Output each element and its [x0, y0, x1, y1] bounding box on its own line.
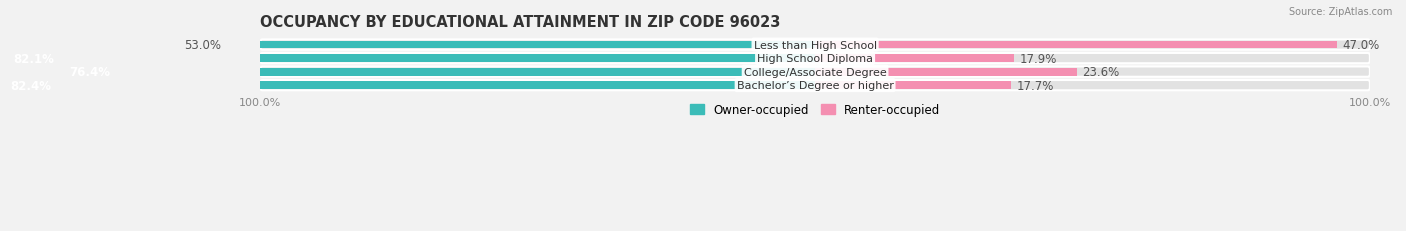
Text: 53.0%: 53.0% [184, 39, 222, 52]
Bar [226, 41, 815, 49]
Text: High School Diploma: High School Diploma [756, 54, 873, 64]
Bar [815, 55, 1014, 63]
Text: 76.4%: 76.4% [69, 66, 110, 79]
Bar [0, 82, 815, 90]
Text: 17.9%: 17.9% [1019, 52, 1057, 65]
FancyBboxPatch shape [260, 81, 1369, 91]
Text: Bachelor’s Degree or higher: Bachelor’s Degree or higher [737, 81, 894, 91]
Text: College/Associate Degree: College/Associate Degree [744, 67, 886, 77]
Text: Less than High School: Less than High School [754, 40, 877, 50]
Text: 23.6%: 23.6% [1083, 66, 1119, 79]
FancyBboxPatch shape [260, 40, 1369, 51]
Text: 82.4%: 82.4% [10, 79, 52, 92]
Bar [815, 82, 1011, 90]
Text: 82.1%: 82.1% [14, 52, 55, 65]
Text: 47.0%: 47.0% [1343, 39, 1379, 52]
Legend: Owner-occupied, Renter-occupied: Owner-occupied, Renter-occupied [685, 99, 945, 122]
Bar [815, 68, 1077, 76]
Text: OCCUPANCY BY EDUCATIONAL ATTAINMENT IN ZIP CODE 96023: OCCUPANCY BY EDUCATIONAL ATTAINMENT IN Z… [260, 15, 780, 30]
Bar [0, 55, 815, 63]
Bar [0, 68, 815, 76]
FancyBboxPatch shape [260, 54, 1369, 64]
Text: 17.7%: 17.7% [1017, 79, 1054, 92]
Text: Source: ZipAtlas.com: Source: ZipAtlas.com [1288, 7, 1392, 17]
FancyBboxPatch shape [260, 67, 1369, 77]
Bar [815, 41, 1337, 49]
